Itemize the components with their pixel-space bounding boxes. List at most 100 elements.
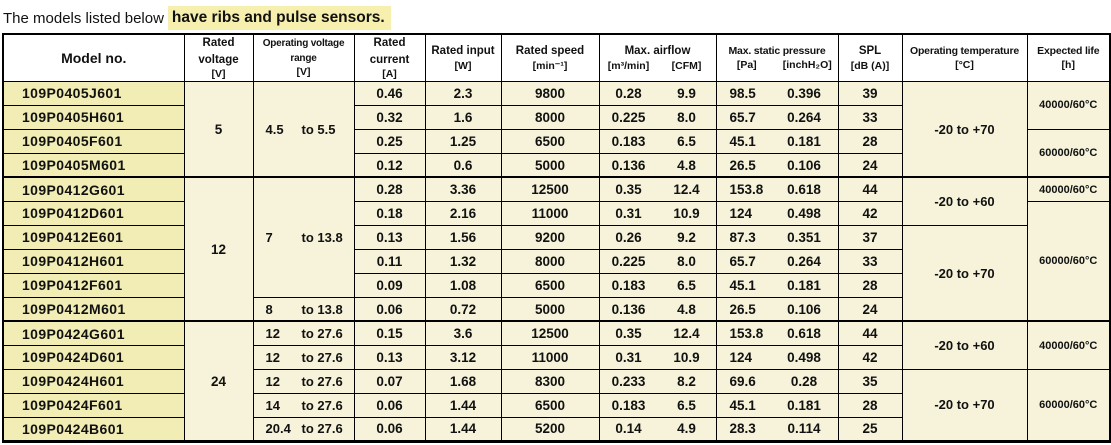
col-header-max-static-pressure: Max. static pressure [Pa] [inchH₂O] (715, 33, 839, 82)
spl-cell: 28 (837, 272, 903, 298)
rated-speed-cell: 12500 (500, 176, 600, 202)
rated-input-cell: 3.36 (424, 176, 502, 202)
max-static-pressure-cell: 124 0.498 (715, 344, 839, 370)
model-cell: 109P0412F601 (2, 272, 185, 298)
rated-speed-cell: 5200 (500, 416, 600, 442)
rated-speed-cell: 8000 (500, 104, 600, 130)
rated-input-cell: 1.08 (424, 272, 502, 298)
operating-temperature-cell: -20 to +60 (901, 176, 1028, 226)
model-cell: 109P0424B601 (2, 416, 185, 442)
expected-life-cell: 60000/60°C (1026, 368, 1111, 442)
spl-cell: 24 (837, 296, 903, 322)
rated-current-cell: 0.13 (353, 344, 426, 370)
col-header-spl: SPL [dB (A)] (837, 33, 903, 82)
max-static-pressure-cell: 45.1 0.181 (715, 128, 839, 154)
rated-current-cell: 0.15 (353, 320, 426, 346)
max-static-pressure-cell: 45.1 0.181 (715, 272, 839, 298)
voltage-range-cell: 12 to 27.6 (252, 344, 355, 370)
max-static-pressure-cell: 65.7 0.264 (715, 248, 839, 274)
max-airflow-cell: 0.35 12.4 (598, 176, 717, 202)
max-airflow-cell: 0.26 9.2 (598, 224, 717, 250)
col-header-model: Model no. (2, 33, 185, 82)
rated-voltage-cell: 5 (183, 80, 254, 178)
rated-current-cell: 0.12 (353, 152, 426, 178)
rated-current-cell: 0.18 (353, 200, 426, 226)
operating-temperature-cell: -20 to +70 (901, 80, 1028, 178)
col-header-rated-speed: Rated speed [min⁻¹] (500, 33, 600, 82)
spl-cell: 24 (837, 152, 903, 178)
operating-temperature-cell: -20 to +60 (901, 320, 1028, 370)
voltage-range-cell: 12 to 27.6 (252, 368, 355, 394)
table-row: 109P0412E601 0.13 1.56 9200 0.26 9.2 87.3… (2, 224, 1110, 322)
rated-input-cell: 1.44 (424, 416, 502, 442)
rated-speed-cell: 8000 (500, 248, 600, 274)
col-header-max-airflow: Max. airflow [m³/min] [CFM] (598, 33, 717, 82)
max-airflow-cell: 0.183 6.5 (598, 392, 717, 418)
rated-current-cell: 0.06 (353, 296, 426, 322)
model-cell: 109P0412D601 (2, 200, 185, 226)
rated-current-cell: 0.06 (353, 392, 426, 418)
table-row: 109P0412F601 0.09 1.08 6500 0.183 6.5 45.… (2, 272, 1110, 298)
col-header-operating-temperature: Operating temperature [°C] (901, 33, 1028, 82)
rated-current-cell: 0.28 (353, 176, 426, 202)
rated-speed-cell: 6500 (500, 128, 600, 154)
model-cell: 109P0405M601 (2, 152, 185, 178)
model-cell: 109P0412M601 (2, 296, 185, 322)
rated-speed-cell: 9200 (500, 224, 600, 250)
max-airflow-cell: 0.35 12.4 (598, 320, 717, 346)
table-row: 109P0412M601 8 to 13.8 0.06 0.72 5000 0.1… (2, 296, 1110, 322)
max-static-pressure-cell: 26.5 0.106 (715, 152, 839, 178)
caption-lead: The models listed below (3, 9, 164, 27)
max-airflow-cell: 0.28 9.9 (598, 80, 717, 106)
rated-input-cell: 1.6 (424, 104, 502, 130)
rated-input-cell: 1.68 (424, 368, 502, 394)
model-cell: 109P0405H601 (2, 104, 185, 130)
spl-cell: 33 (837, 248, 903, 274)
caption-highlight: have ribs and pulse sensors. (167, 6, 391, 30)
col-header-operating-voltage-range: Operating voltage range [V] (252, 33, 355, 82)
spl-cell: 25 (837, 416, 903, 442)
spl-cell: 42 (837, 200, 903, 226)
rated-speed-cell: 8300 (500, 368, 600, 394)
table-row: 109P0412G601 12 7 to 13.8 0.28 3.36 12500… (2, 176, 1111, 322)
rated-speed-cell: 6500 (500, 392, 600, 418)
rated-current-cell: 0.25 (353, 128, 426, 154)
rated-input-cell: 0.6 (424, 152, 502, 178)
rated-speed-cell: 12500 (500, 320, 600, 346)
spl-cell: 42 (837, 344, 903, 370)
spec-table: Model no. Rated voltage [V] Operating vol… (2, 33, 1111, 443)
rated-input-cell: 1.25 (424, 128, 502, 154)
rated-input-cell: 3.6 (424, 320, 502, 346)
col-header-rated-current: Rated current [A] (353, 33, 426, 82)
rated-input-cell: 1.56 (424, 224, 502, 250)
operating-temperature-cell: -20 to +70 (901, 224, 1028, 322)
max-static-pressure-cell: 69.6 0.28 (715, 368, 839, 394)
col-header-expected-life: Expected life [h] (1026, 33, 1111, 82)
voltage-range-cell: 7 to 13.8 (252, 176, 355, 298)
expected-life-cell: 40000/60°C (1026, 320, 1111, 370)
max-static-pressure-cell: 98.5 0.396 (715, 80, 839, 106)
rated-current-cell: 0.09 (353, 272, 426, 298)
rated-current-cell: 0.46 (353, 80, 426, 106)
rated-voltage-cell: 24 (183, 320, 254, 442)
max-airflow-cell: 0.183 6.5 (598, 272, 717, 298)
max-airflow-cell: 0.31 10.9 (598, 344, 717, 370)
operating-temperature-cell: -20 to +70 (901, 368, 1028, 442)
max-static-pressure-cell: 153.8 0.618 (715, 320, 839, 346)
voltage-range-cell: 8 to 13.8 (252, 296, 355, 322)
spl-cell: 44 (837, 320, 903, 346)
voltage-range-cell: 12 to 27.6 (252, 320, 355, 346)
rated-input-cell: 2.16 (424, 200, 502, 226)
expected-life-cell: 40000/60°C (1026, 80, 1111, 130)
max-static-pressure-cell: 124 0.498 (715, 200, 839, 226)
table-row: 109P0405J601 5 4.5 to 5.5 0.46 2.3 9800 0… (2, 80, 1111, 178)
rated-current-cell: 0.13 (353, 224, 426, 250)
rated-speed-cell: 6500 (500, 272, 600, 298)
caption: The models listed below have ribs and pul… (0, 0, 1111, 30)
table-row: 109P0412H601 0.11 1.32 8000 0.225 8.0 65.… (2, 248, 1110, 274)
max-airflow-cell: 0.183 6.5 (598, 128, 717, 154)
model-cell: 109P0412G601 (2, 176, 185, 202)
model-cell: 109P0412E601 (2, 224, 185, 250)
expected-life-cell: 60000/60°C (1026, 200, 1111, 322)
rated-speed-cell: 5000 (500, 152, 600, 178)
